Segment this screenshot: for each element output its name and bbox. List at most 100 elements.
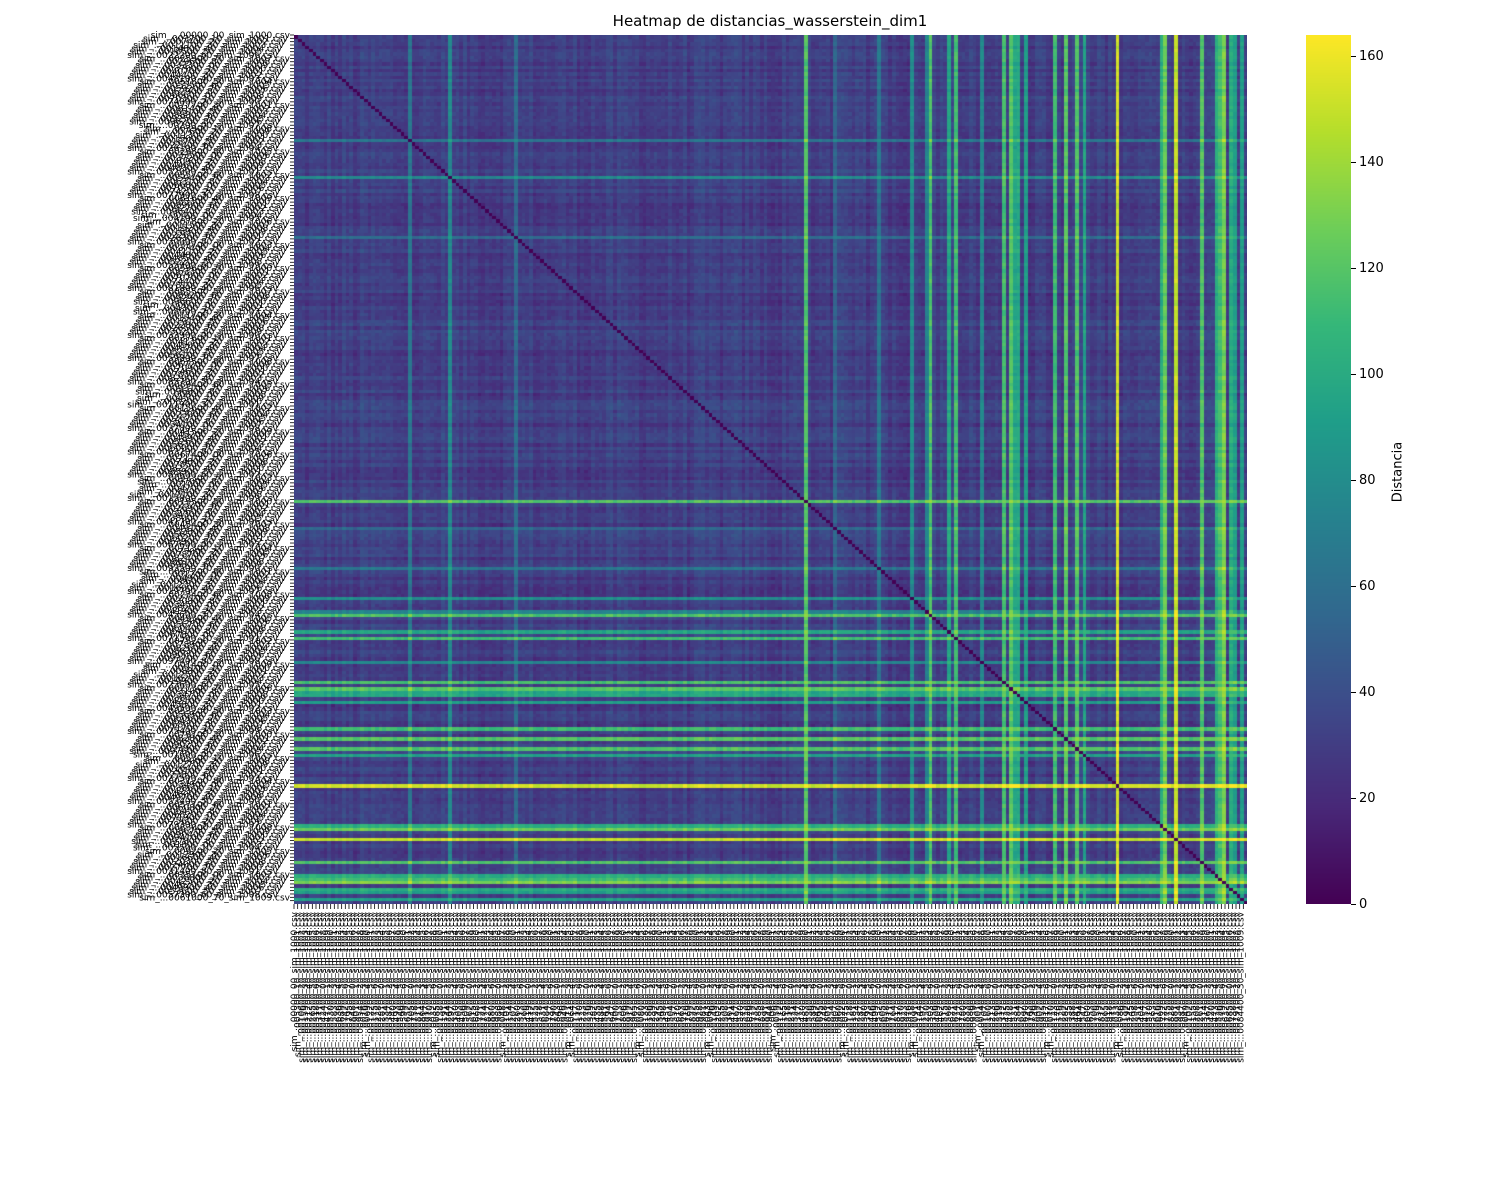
colorbar-tick-label: 60 [1359,579,1376,595]
x-tick-label: sim_...0079000_70_sim_1001.csv [549,911,559,1062]
y-tick-label: sim_...00200_00_sim_1007.csv [139,121,279,131]
y-tick-label: sim_...0041700_20_sim_1006.csv [127,517,278,527]
y-tick-label: sim_...009200_20_sim_1005.csv [145,847,291,857]
y-tick-label: sim_...0011700_30_sim_1004.csv [139,311,290,321]
x-tick-label: sim_...0085400_30_sim_1007.csv [827,911,837,1062]
y-tick-label: sim_...0063700_80_sim_1005.csv [127,447,278,457]
x-tick-label: sim_...0010600_20_sim_1002.csv [297,911,307,1062]
y-tick-label: sim_...0066800_00_sim_1005.csv [133,181,284,191]
x-tick-label: sim_...008000_70_sim_1005.csv [637,911,647,1057]
colorbar-tick-mark [1351,268,1356,270]
x-tick-label: sim_...0042400_00_sim_1008.csv [319,911,329,1062]
y-tick-label: sim_...0052800_50_sim_1009.csv [135,527,286,537]
y-tick-label: sim_...0020100_50_sim_1001.csv [131,767,282,777]
x-tick-label: sim_...0087000_60_sim_1006.csv [897,911,907,1062]
y-tick-label: sim_...0067200_00_sim_1009.csv [137,361,288,371]
x-tick-label: sim_...0055700_00_sim_1004.csv [670,911,680,1062]
y-tick-label: sim_...0085300_50_sim_1000.csv [137,198,288,208]
y-tick-label: sim_...0027500_70_sim_1003.csv [127,774,278,784]
x-tick-label: sim_...00100_30_sim_1007.csv [973,911,983,1051]
x-tick-label: sim_...0013900_30_sim_1007.csv [1119,911,1129,1062]
x-tick-label: sim_...0089600_10_sim_1003.csv [557,911,567,1062]
y-tick-label: sim_...0067800_00_sim_1000.csv [129,631,280,641]
x-tick-label: sim_...0070500_00_sim_1002.csv [407,911,417,1062]
y-tick-label: sim_...0044800_30_sim_1006.csv [133,251,284,261]
y-tick-label: sim_...004300_10_sim_1002.csv [135,304,281,314]
x-tick-label: sim_...0057900_60_sim_1004.csv [1218,911,1228,1062]
y-tick-label: sim_...0093100_70_sim_1006.csv [137,384,288,394]
x-tick-label: sim_...0082800_00_sim_1000.csv [1167,911,1177,1062]
y-tick-label: sim_...0090000_60_sim_1006.csv [131,651,282,661]
x-tick-label: sim_...0073700_60_sim_1000.csv [546,911,556,1062]
y-tick-label: sim_...0033700_00_sim_1003.csv [139,241,290,251]
y-tick-label: sim_...0041900_20_sim_1003.csv [129,607,280,617]
x-tick-label: sim_...0036600_70_sim_1003.csv [520,911,530,1062]
x-tick-label: sim_...0022300_70_sim_1009.csv [579,911,589,1062]
y-tick-label: sim_...0037400_10_sim_1004.csv [137,244,288,254]
y-tick-label: sim_...0079300_30_sim_1007.csv [127,820,278,830]
x-tick-label: sim_...0031300_60_sim_1002.csv [517,911,527,1062]
x-tick-label: sim_...0022900_20_sim_1000.csv [1057,911,1067,1062]
y-tick-label: sim_...0048300_40_sim_1000.csv [129,164,280,174]
y-tick-label: sim_...0082200_40_sim_1000.csv [131,464,282,474]
x-tick-label: sim_...0013300_00_sim_1006.csv [641,911,651,1062]
x-tick-label: sim_...0029700_30_sim_1003.csv [447,911,457,1062]
y-tick-label: sim_...00800_00_sim_1008.csv [145,391,285,401]
x-tick-label: sim_...0073200_60_sim_1006.csv [750,911,760,1062]
x-tick-label: sim_...0034000_40_sim_1006.csv [860,911,870,1062]
x-tick-label: sim_...0030300_60_sim_1004.csv [926,911,936,1062]
x-tick-label: sim_...005900_40_sim_1002.csv [772,911,782,1057]
x-tick-label: sim_...0036100_70_sim_1009.csv [725,911,735,1062]
y-tick-label: sim_...0085100_50_sim_1003.csv [135,108,286,118]
x-tick-label: sim_...0098100_00_sim_1002.csv [699,911,709,1062]
x-tick-label: sim_...0047700_10_sim_1009.csv [323,911,333,1062]
y-tick-label: sim_...0045000_30_sim_1003.csv [135,341,286,351]
y-tick-label: sim_...0079100_30_sim_1000.csv [139,730,290,740]
x-tick-label: sim_...0040400_00_sim_1002.csv [1138,911,1148,1062]
y-tick-label: sim_...0082800_40_sim_1001.csv [137,734,288,744]
x-tick-label: sim_...0062600_40_sim_1004.csv [743,911,753,1062]
y-tick-label: sim_...0016200_40_sim_1003.csv [131,674,282,684]
x-tick-label: sim_...0037200_20_sim_1004.csv [999,911,1009,1062]
x-tick-label: sim_...0038200_20_sim_1002.csv [590,911,600,1062]
y-tick-label: sim_...001400_00_sim_1009.csv [145,661,291,671]
y-tick-label: sim_...00400_00_sim_1004.csv [141,211,281,221]
y-tick-label: sim_...0071700_10_sim_1008.csv [129,724,280,734]
y-tick-label: sim_...0067400_00_sim_1006.csv [139,451,290,461]
y-tick-label: sim_...0023000_60_sim_1004.csv [135,411,286,421]
y-tick-label: sim_...0089400_60_sim_1005.csv [139,381,290,391]
x-tick-label: sim_...0066900_50_sim_1007.csv [1156,911,1166,1062]
y-tick-label: sim_...0019300_50_sim_1003.csv [137,407,288,417]
y-tick-label: sim_...0078500_30_sim_1009.csv [133,461,284,471]
x-tick-label: sim_...0069500_00_sim_1004.csv [816,911,826,1062]
y-tick-label: sim_...0024000_60_sim_1009.csv [131,860,282,870]
y-tick-label: sim_...0078100_30_sim_1005.csv [129,281,280,291]
y-tick-label: sim_...0078700_30_sim_1006.csv [135,551,286,561]
x-tick-label: sim_...001600_30_sim_1009.csv [359,911,369,1057]
y-tick-label: sim_...0066600_00_sim_1008.csv [131,91,282,101]
y-tick-label: sim_...0093700_70_sim_1007.csv [129,654,280,664]
y-tick-label: sim_...007400_20_sim_1002.csv [141,38,287,48]
y-tick-label: sim_...0093300_70_sim_1003.csv [139,474,290,484]
y-tick-label: sim_...0085700_50_sim_1004.csv [127,377,278,387]
x-tick-label: sim_...0020800_70_sim_1007.csv [1193,911,1203,1062]
x-tick-label: sim_...009600_20_sim_1004.csv [707,911,717,1057]
colorbar-tick-mark [1351,798,1356,800]
x-tick-label: sim_...0098600_00_sim_1006.csv [495,911,505,1062]
y-tick-label: sim_...0070700_10_sim_1003.csv [133,274,284,284]
y-tick-label: sim_...0030800_80_sim_1000.csv [135,597,286,607]
y-tick-label: sim_...0037200_10_sim_1007.csv [135,154,286,164]
x-tick-label: sim_...007500_70_sim_1001.csv [842,911,852,1057]
y-tick-label: sim_...0038400_10_sim_1009.csv [133,694,284,704]
x-tick-label: sim_...009100_20_sim_1000.csv [911,911,921,1057]
x-tick-label: sim_...0039300_50_sim_1007.csv [864,911,874,1062]
x-tick-label: sim_...0026000_50_sim_1001.csv [513,911,523,1062]
y-tick-label: sim_...0089600_60_sim_1002.csv [127,471,278,481]
y-tick-label: sim_...0035100_00_sim_1002.csv [139,870,290,880]
x-tick-label: sim_...0057800_30_sim_1007.csv [535,911,545,1062]
y-tick-label: sim_...0086100_50_sim_1008.csv [131,557,282,567]
x-tick-label: sim_...0093300_70_sim_1005.csv [491,911,501,1062]
y-tick-label: sim_...0037800_10_sim_1008.csv [127,424,278,434]
y-tick-label: sim_...0060600_70_sim_1005.csv [135,714,286,724]
y-tick-label: sim_...0055900_60_sim_1009.csv [127,261,278,271]
